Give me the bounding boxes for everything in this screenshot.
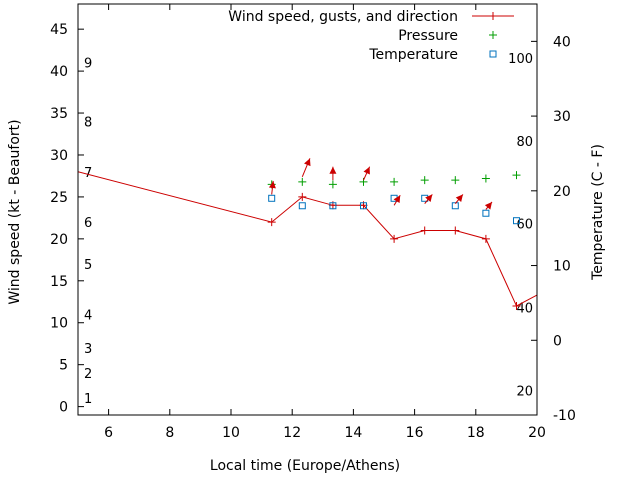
fahrenheit-label: 40	[516, 301, 533, 316]
y-tick-label: 30	[50, 148, 68, 164]
y-tick-label: 0	[59, 400, 68, 416]
wind-speed-point	[481, 234, 490, 243]
wind-speed-point	[267, 218, 276, 227]
y2-tick-label: 20	[553, 184, 571, 200]
beaufort-label: 8	[84, 115, 92, 130]
temperature-point	[329, 202, 337, 210]
legend-item: Temperature	[368, 47, 497, 63]
wind-direction-arrow	[484, 201, 493, 210]
wind-direction-arrow-head	[484, 201, 493, 210]
beaufort-label: 7	[84, 166, 92, 181]
pressure-point	[481, 174, 490, 183]
legend-swatch-marker	[489, 12, 497, 20]
beaufort-label: 5	[84, 258, 92, 273]
beaufort-label: 6	[84, 216, 92, 231]
beaufort-label: 9	[84, 57, 92, 72]
wind-direction-arrow	[393, 194, 401, 206]
wind-direction-arrow-head	[455, 194, 463, 203]
fahrenheit-label: 80	[516, 135, 533, 150]
beaufort-label: 1	[84, 392, 92, 407]
legend-item: Wind speed, gusts, and direction	[228, 9, 514, 25]
temperature-point	[451, 202, 459, 210]
wind-direction-arrow	[301, 158, 311, 177]
y-tick-label: 5	[59, 358, 68, 374]
y-axis-title: Wind speed (kt - Beaufort)	[7, 119, 23, 304]
wind-direction-arrow	[424, 194, 433, 204]
wind-speed-point	[390, 234, 399, 243]
y2-tick-label: 40	[553, 34, 571, 50]
wind-speed-point	[512, 301, 521, 310]
plot-content: 1 2 3 4 5 6 7 8 9 20 40 60 80 100	[78, 52, 537, 407]
wind-direction-arrow	[329, 166, 337, 181]
fahrenheit-label: 100	[508, 52, 533, 67]
x-tick-label: 6	[104, 425, 113, 441]
y2-tick-label: -10	[553, 408, 576, 424]
legend-label: Temperature	[368, 47, 458, 63]
x-axis-title: Local time (Europe/Athens)	[210, 458, 400, 474]
y-tick-label: 40	[50, 64, 68, 80]
temperature-point	[298, 202, 306, 210]
beaufort-label: 3	[84, 342, 92, 357]
wind-direction-arrow-head	[363, 166, 370, 175]
y-tick-label: 20	[50, 232, 68, 248]
wind-direction-arrow	[454, 194, 464, 204]
x-tick-label: 14	[344, 425, 362, 441]
x-tick-label: 8	[165, 425, 174, 441]
legend-swatch-marker	[489, 31, 497, 39]
y2-axis-title: Temperature (C - F)	[590, 144, 606, 281]
y-tick-label: 15	[50, 274, 68, 290]
plot-frame	[77, 3, 538, 416]
wind-direction-arrow	[363, 166, 371, 181]
wind-direction-arrow-head	[425, 194, 433, 203]
legend-label: Pressure	[398, 28, 458, 44]
x-tick-label: 18	[467, 425, 485, 441]
pressure-point	[512, 171, 521, 180]
wind-direction-arrow-head	[304, 158, 311, 167]
temperature-point	[359, 202, 367, 210]
legend-swatch-marker	[489, 50, 497, 58]
fahrenheit-label: 60	[516, 218, 533, 233]
legend: Wind speed, gusts, and direction Pressure…	[228, 9, 514, 63]
pressure-point	[451, 176, 460, 185]
temperature-point	[482, 209, 490, 217]
wind-direction-arrow-head	[329, 166, 337, 174]
pressure-point	[298, 177, 307, 186]
wind-speed-point	[420, 226, 429, 235]
beaufort-label: 2	[84, 367, 92, 382]
fahrenheit-label: 20	[516, 384, 533, 399]
wind-direction-arrow	[268, 180, 276, 195]
pressure-point	[390, 177, 399, 186]
axes: 6 8 10 12 14 16 18 20051015202530354045-1001020…	[50, 3, 576, 441]
wind-direction-arrow-head	[393, 195, 401, 204]
y2-tick-label: 30	[553, 109, 571, 125]
wind-speed-point	[451, 226, 460, 235]
x-tick-label: 16	[406, 425, 424, 441]
y-tick-label: 45	[50, 22, 68, 38]
y-tick-label: 25	[50, 190, 68, 206]
x-tick-label: 10	[222, 425, 240, 441]
x-tick-label: 12	[283, 425, 301, 441]
x-tick-label: 20	[528, 425, 546, 441]
y2-tick-label: 10	[553, 259, 571, 275]
y-tick-label: 10	[50, 316, 68, 332]
y2-tick-label: 0	[553, 333, 562, 349]
y-tick-label: 35	[50, 106, 68, 122]
pressure-point	[328, 180, 337, 189]
legend-label: Wind speed, gusts, and direction	[228, 9, 458, 25]
wind-direction-arrow-head	[268, 180, 276, 189]
legend-item: Pressure	[398, 28, 497, 44]
temperature-point	[512, 217, 520, 225]
wind-speed-point	[298, 192, 307, 201]
pressure-point	[420, 176, 429, 185]
temperature-point	[268, 194, 276, 202]
beaufort-label: 4	[84, 308, 92, 323]
